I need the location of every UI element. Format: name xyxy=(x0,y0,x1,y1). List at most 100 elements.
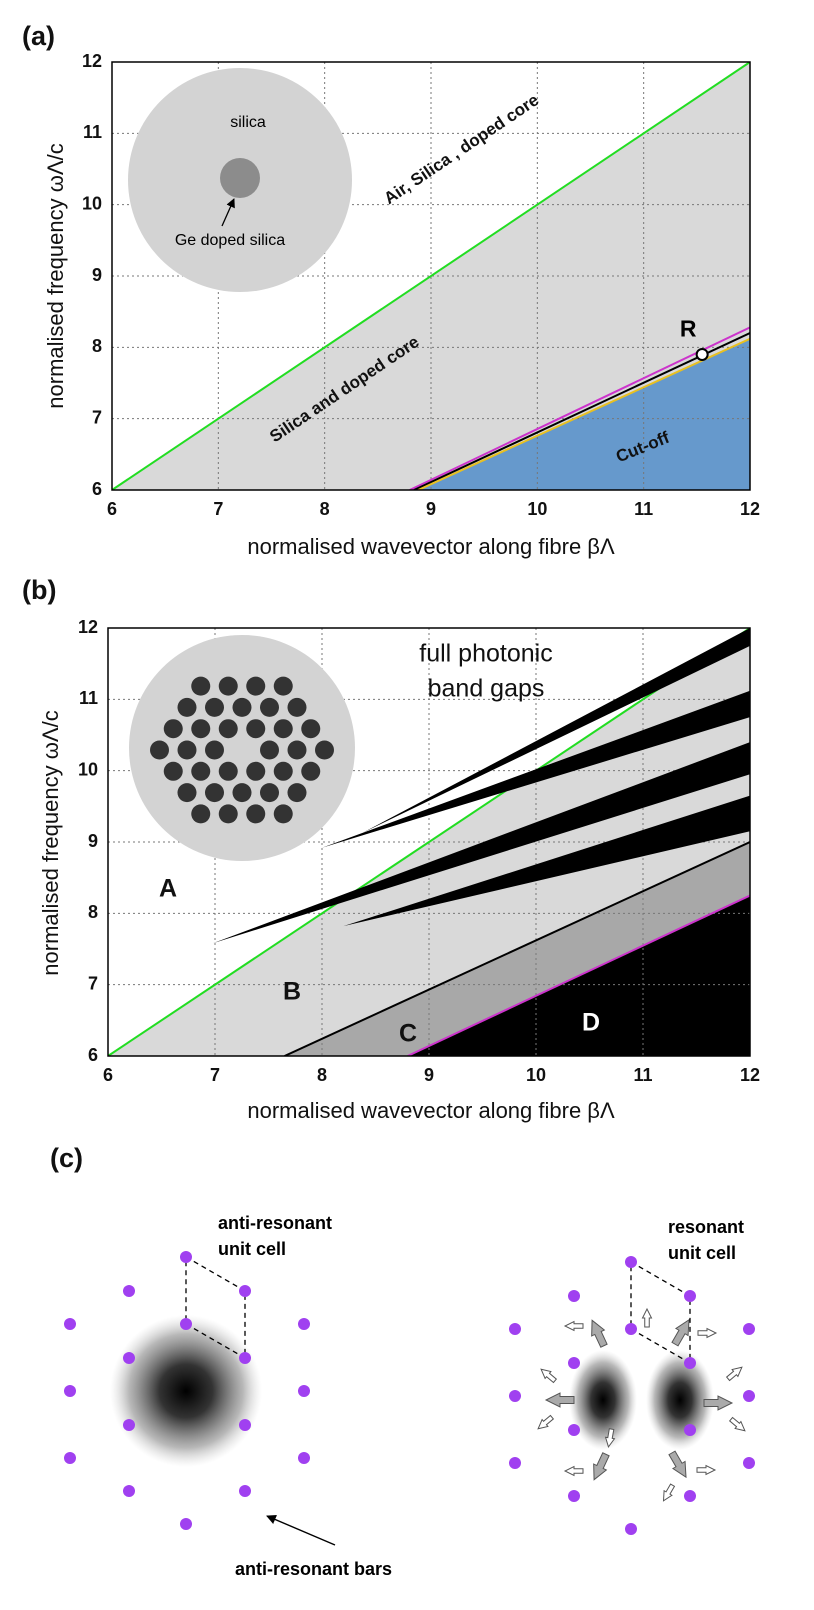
inset-hole xyxy=(177,783,197,803)
line xyxy=(417,337,750,490)
inset-hole xyxy=(150,740,169,760)
line xyxy=(108,628,750,1056)
inset-hole xyxy=(191,719,211,739)
cell-label: anti-resonant xyxy=(218,1213,332,1233)
inset-text: Ge doped silica xyxy=(175,232,285,249)
inset-hole xyxy=(315,740,334,760)
inset-hole xyxy=(301,761,321,781)
inset-hole xyxy=(287,783,307,803)
bar xyxy=(180,1518,192,1530)
flux-arrow xyxy=(697,1327,718,1339)
pointer xyxy=(266,1514,336,1546)
inset-hole xyxy=(232,697,252,717)
inset-hole xyxy=(246,676,266,696)
flux-arrow xyxy=(537,1414,555,1430)
bar xyxy=(123,1485,135,1497)
bar xyxy=(568,1490,580,1502)
bar xyxy=(684,1290,696,1302)
y-tick-label: 9 xyxy=(92,265,102,285)
inset-hole xyxy=(205,697,224,717)
flux-arrow xyxy=(662,1483,676,1502)
plot-border xyxy=(107,627,751,1057)
bar xyxy=(64,1452,76,1464)
inset-hole xyxy=(163,719,183,739)
y-tick-label: 11 xyxy=(79,688,98,708)
flux-arrow xyxy=(593,1452,610,1481)
plot-border xyxy=(111,61,751,491)
y-tick-label: 10 xyxy=(82,193,102,213)
bar xyxy=(298,1452,310,1464)
cell-label: resonant xyxy=(668,1217,744,1237)
x-tick-label: 10 xyxy=(527,499,547,519)
bar xyxy=(239,1485,251,1497)
annotation: band gaps xyxy=(428,675,545,703)
inset-hole xyxy=(273,719,293,739)
line xyxy=(409,326,750,490)
y-tick-label: 11 xyxy=(83,122,102,142)
bar xyxy=(743,1390,755,1402)
inset-fibre xyxy=(129,635,355,861)
y-tick-label: 6 xyxy=(88,1045,98,1065)
inset-hole xyxy=(260,740,279,760)
x-tick-label: 9 xyxy=(426,499,436,519)
bar xyxy=(625,1323,637,1335)
y-tick-label: 7 xyxy=(92,407,102,427)
bar xyxy=(123,1285,135,1297)
flux-arrow xyxy=(728,1416,746,1432)
flux-arrow xyxy=(540,1368,558,1384)
flux-arrow xyxy=(725,1366,743,1382)
x-tick-label: 12 xyxy=(740,1065,760,1085)
annotation: B xyxy=(283,978,301,1006)
y-tick-label: 12 xyxy=(78,617,98,637)
y-tick-label: 8 xyxy=(88,902,98,922)
y-tick-label: 9 xyxy=(88,831,98,851)
inset-hole xyxy=(218,676,238,696)
point xyxy=(695,347,709,361)
x-axis-label: normalised wavevector along fibre βΛ xyxy=(247,534,615,559)
plot-area xyxy=(112,62,750,490)
inset-hole xyxy=(273,676,293,696)
x-axis-label: normalised wavevector along fibre βΛ xyxy=(247,1098,615,1123)
bar xyxy=(64,1318,76,1330)
panel-label: (a) xyxy=(22,21,55,51)
bar xyxy=(568,1424,580,1436)
bar xyxy=(743,1457,755,1469)
inset-hole xyxy=(177,740,197,760)
annotation: C xyxy=(399,1020,417,1048)
bar xyxy=(239,1419,251,1431)
inset-hole xyxy=(273,761,293,781)
inset-hole xyxy=(205,740,224,760)
cell-label: unit cell xyxy=(218,1239,286,1259)
mode-lobe xyxy=(569,1350,637,1450)
x-tick-label: 7 xyxy=(210,1065,220,1085)
bar xyxy=(239,1285,251,1297)
flux-arrow xyxy=(641,1307,653,1328)
inset-hole xyxy=(191,676,211,696)
flux-arrow xyxy=(563,1465,584,1477)
bar xyxy=(743,1323,755,1335)
flux-arrow xyxy=(544,1392,575,1408)
panel-label: (c) xyxy=(50,1143,83,1173)
inset-hole xyxy=(191,761,211,781)
mode-field xyxy=(110,1315,262,1467)
x-tick-label: 6 xyxy=(103,1065,113,1085)
bar xyxy=(684,1357,696,1369)
flux-arrow xyxy=(563,1320,584,1332)
inset-hole xyxy=(163,761,183,781)
bar xyxy=(509,1323,521,1335)
inset-hole xyxy=(273,804,293,824)
annotation: A xyxy=(159,875,177,903)
inset-hole xyxy=(260,697,279,717)
line xyxy=(284,841,750,1056)
bar xyxy=(180,1318,192,1330)
x-tick-label: 11 xyxy=(634,499,653,519)
bar xyxy=(684,1490,696,1502)
bar xyxy=(509,1390,521,1402)
bar xyxy=(298,1318,310,1330)
bar xyxy=(123,1419,135,1431)
inset-hole xyxy=(191,804,211,824)
y-tick-label: 12 xyxy=(82,51,102,71)
inset-hole xyxy=(260,783,279,803)
annotation: full photonic xyxy=(419,640,552,668)
